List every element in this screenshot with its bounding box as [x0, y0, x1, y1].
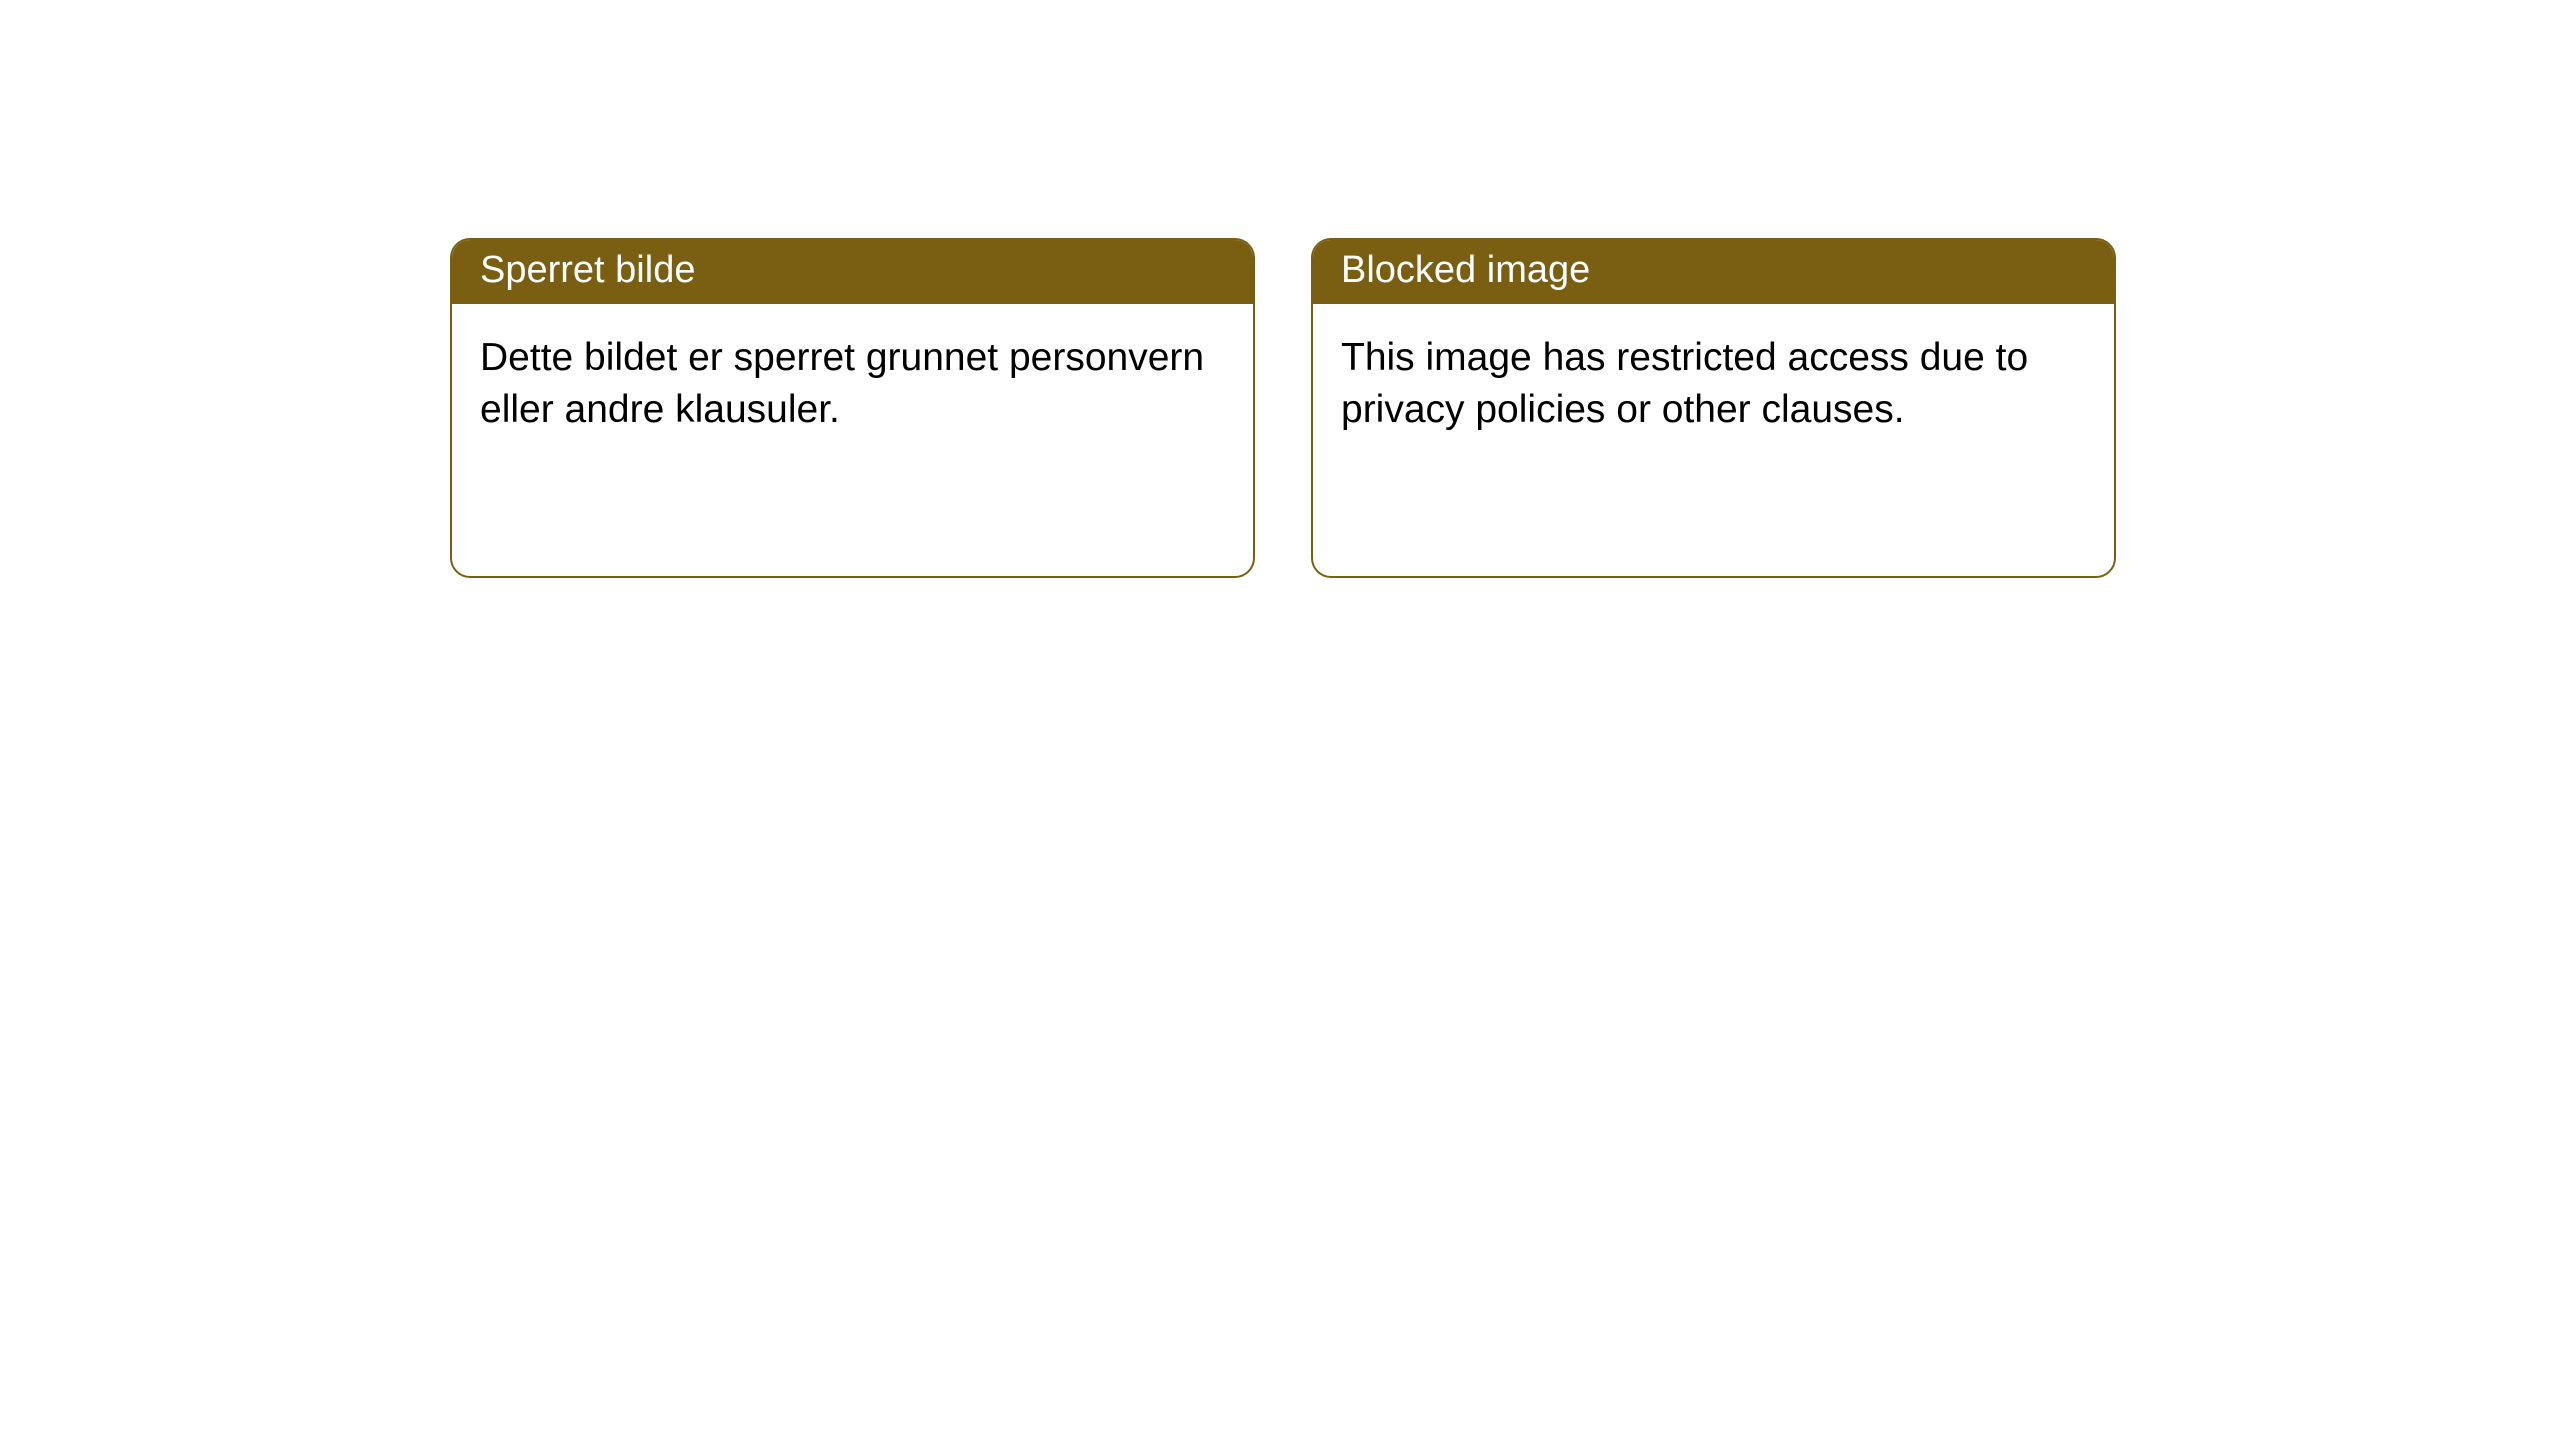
notice-title: Sperret bilde [452, 240, 1253, 304]
notice-card-english: Blocked image This image has restricted … [1311, 238, 2116, 578]
notice-card-norwegian: Sperret bilde Dette bildet er sperret gr… [450, 238, 1255, 578]
notice-body: Dette bildet er sperret grunnet personve… [452, 304, 1253, 465]
notice-container: Sperret bilde Dette bildet er sperret gr… [450, 238, 2116, 578]
notice-title: Blocked image [1313, 240, 2114, 304]
notice-body: This image has restricted access due to … [1313, 304, 2114, 465]
